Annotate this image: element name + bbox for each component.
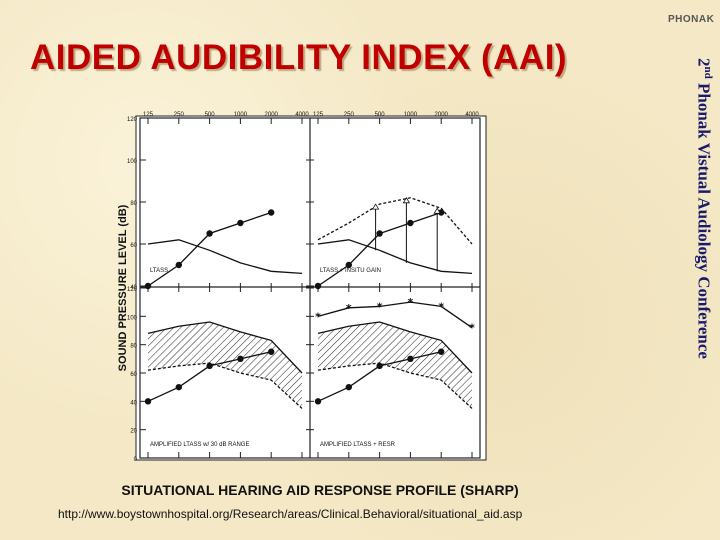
resr-point: *	[377, 300, 383, 313]
gain-arrow-head	[371, 203, 380, 210]
y-tick-label: 80	[130, 201, 137, 207]
x-tick-label: 4000	[295, 112, 309, 118]
threshold-point	[144, 398, 152, 405]
series-line-resr	[317, 301, 473, 329]
slide-title: AIDED AUDIBILITY INDEX (AAI)	[30, 38, 568, 77]
threshold-point	[175, 383, 182, 391]
ordinal-suffix: nd	[702, 66, 714, 79]
y-tick-label: 60	[130, 243, 137, 249]
threshold-point	[407, 355, 414, 363]
resr-point: *	[408, 296, 414, 309]
series-line-ltass	[317, 239, 473, 275]
panel-label: AMPLIFIED LTASS + RESR	[320, 442, 396, 448]
y-tick-label: 120	[127, 117, 138, 123]
y-tick-label: 120	[127, 287, 138, 293]
threshold-point	[206, 230, 213, 237]
threshold-point	[314, 398, 322, 405]
gain-arrow-head	[402, 197, 411, 204]
x-tick-label: 250	[344, 112, 355, 118]
threshold-point	[438, 209, 445, 216]
series-line-ltass	[147, 239, 303, 275]
panel-label: AMPLIFIED LTASS w/ 30 dB RANGE	[150, 442, 249, 448]
sharp-chart: 40 60 80 100 120 0 20 40 60 80 100 120 125 250 500 1000…	[117, 112, 487, 463]
resr-point: *	[469, 322, 475, 335]
x-tick-label: 125	[313, 112, 324, 118]
x-tick-label: 1000	[404, 112, 418, 118]
y-tick-label: 20	[130, 429, 137, 435]
x-tick-label: 4000	[465, 112, 479, 118]
x-tick-label: 250	[174, 112, 185, 118]
x-tick-label: 2000	[265, 112, 279, 118]
threshold-point	[144, 282, 152, 290]
threshold-point	[314, 282, 322, 290]
threshold-point	[268, 209, 275, 216]
threshold-point	[407, 219, 414, 227]
range-band-hatch	[318, 322, 472, 409]
chart-y-axis-label: SOUND PRESSURE LEVEL (dB)	[117, 204, 129, 371]
x-tick-label: 2000	[435, 112, 449, 118]
y-tick-label: 80	[130, 344, 137, 350]
ordinal-number: 2	[694, 58, 714, 67]
chart-caption: SITUATIONAL HEARING AID RESPONSE PROFILE…	[121, 482, 519, 498]
y-tick-label: 0	[134, 457, 138, 463]
gain-arrow-head	[433, 207, 441, 214]
y-tick-label: 100	[127, 315, 138, 321]
resr-point: *	[315, 310, 321, 323]
series-line-range-lower	[317, 362, 473, 409]
panel-label: LTASS	[150, 268, 168, 274]
phonak-logo: PHONAK	[668, 14, 715, 25]
threshold-point	[175, 261, 182, 269]
y-tick-label: 40	[130, 285, 137, 291]
resr-point: *	[438, 300, 444, 313]
series-line-range-lower	[147, 362, 303, 409]
series-line-ltass-insitu-gain	[317, 197, 473, 245]
threshold-point	[376, 362, 383, 370]
series-line-range-upper	[147, 321, 303, 374]
conference-title: Phonak Vistual Audiology Conference	[694, 78, 714, 359]
threshold-point	[345, 383, 352, 391]
threshold-point	[237, 219, 244, 227]
threshold-point	[206, 362, 213, 370]
y-tick-label: 60	[130, 372, 137, 378]
range-band-hatch	[148, 322, 302, 409]
series-line-range-upper	[317, 321, 473, 374]
threshold-point	[268, 348, 275, 355]
x-tick-label: 500	[205, 112, 216, 118]
y-tick-label: 100	[127, 159, 138, 165]
conference-side-text: 2nd Phonak Vistual Audiology Conference	[694, 58, 714, 498]
threshold-point	[376, 230, 383, 237]
source-url[interactable]: http://www.boystownhospital.org/Research…	[58, 507, 523, 521]
resr-point: *	[346, 302, 352, 315]
conference-name: 2nd Phonak Vistual Audiology Conference	[693, 58, 714, 359]
x-tick-label: 1000	[234, 112, 248, 118]
threshold-point	[237, 355, 244, 363]
panel-label: LTASS + INSITU GAIN	[320, 268, 381, 274]
threshold-point	[438, 348, 445, 355]
x-tick-label: 500	[375, 112, 386, 118]
x-tick-label: 125	[143, 112, 154, 118]
y-tick-label: 40	[130, 400, 137, 406]
threshold-point	[345, 261, 352, 269]
